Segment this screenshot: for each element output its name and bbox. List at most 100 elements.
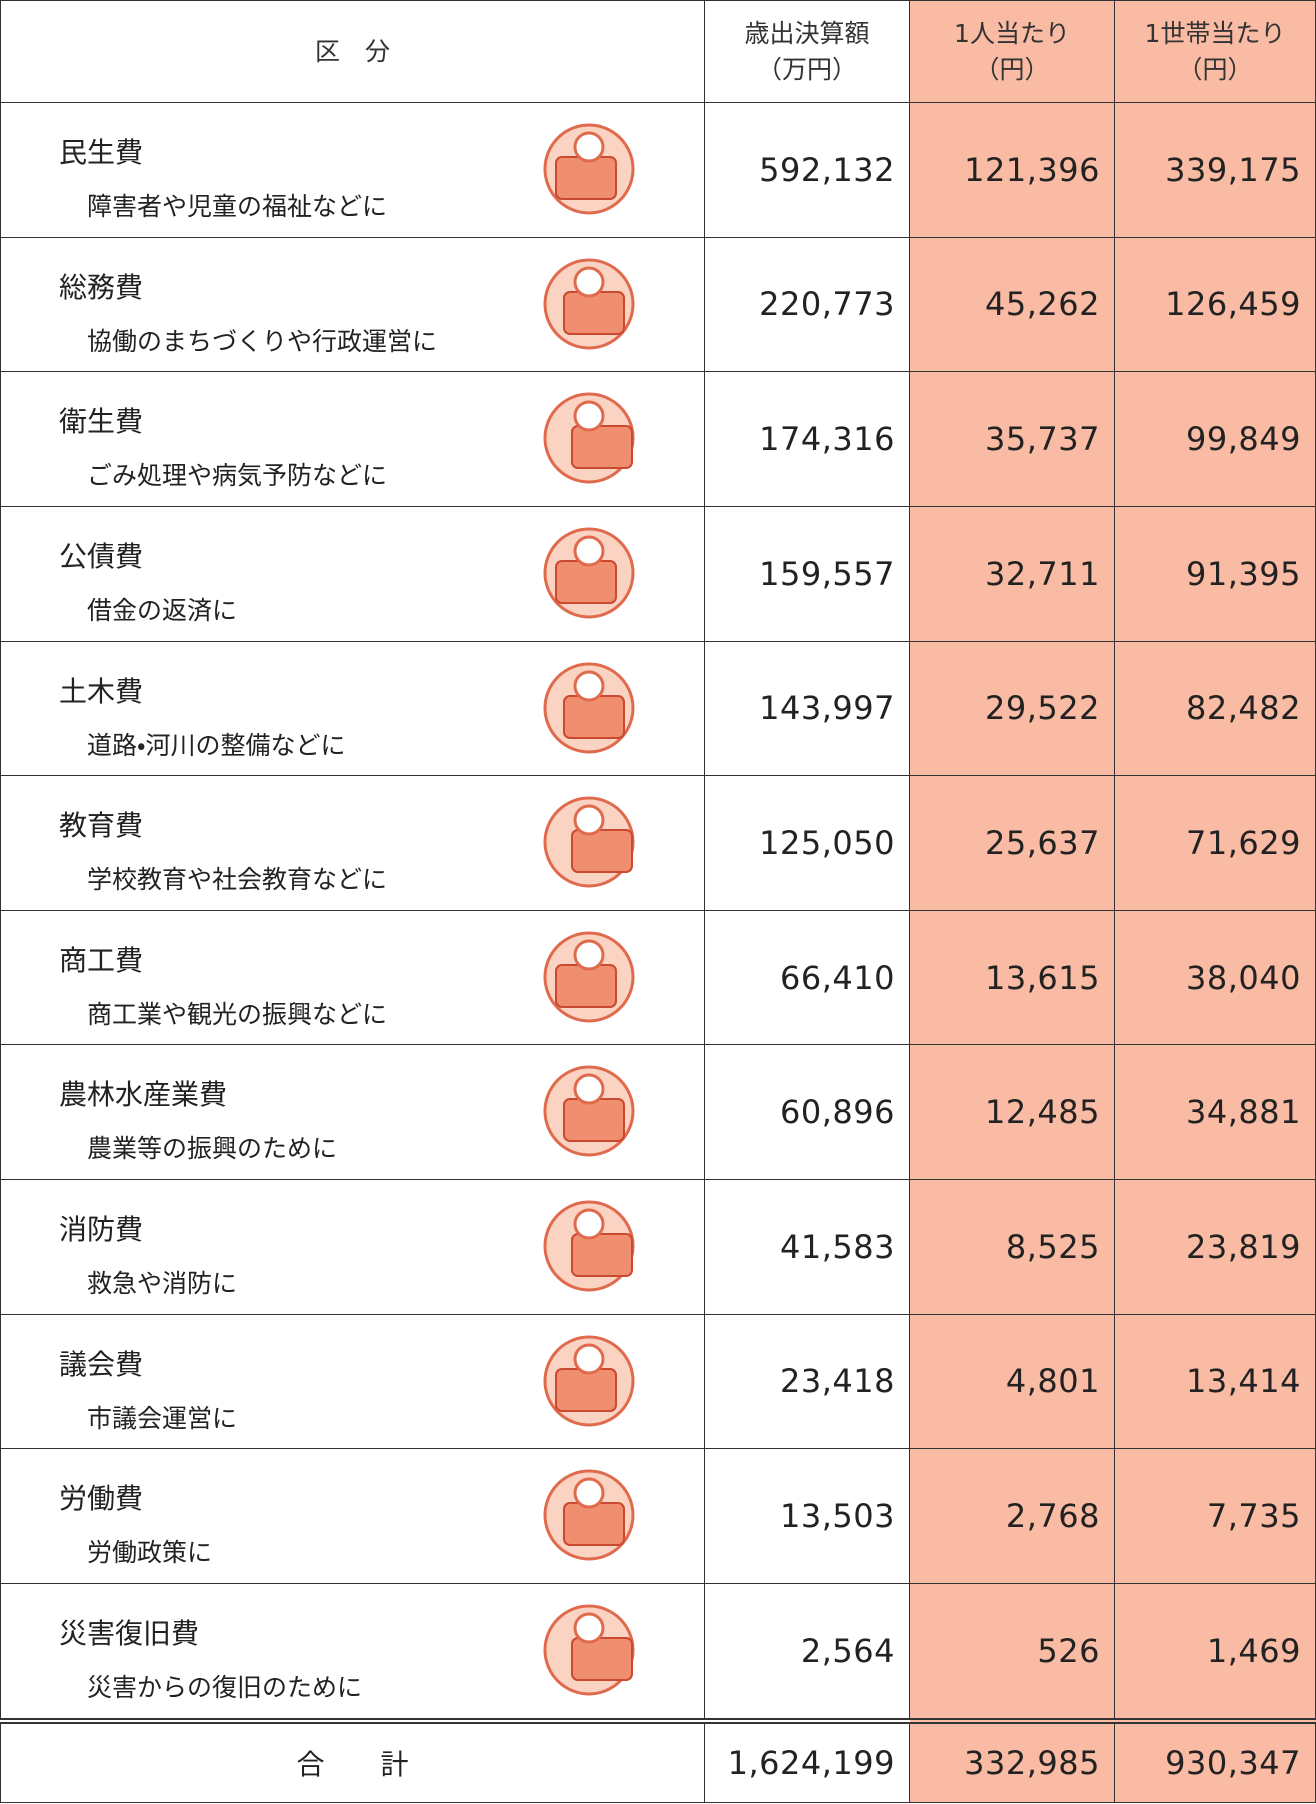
per-household: 91,395 <box>1115 506 1316 641</box>
page-body: {"table": { "header": {"category": "区 分"… <box>0 0 1316 1804</box>
illustration-shape <box>572 1234 632 1276</box>
category-name: 公債費 <box>59 535 143 575</box>
per-person: 29,522 <box>910 641 1115 776</box>
per-person: 12,485 <box>910 1045 1115 1180</box>
illustration-shape <box>575 1345 603 1373</box>
illustration-shape <box>556 965 616 1007</box>
category-description: 借金の返済に <box>87 591 237 627</box>
per-household: 1,469 <box>1115 1583 1316 1720</box>
category-description: 救急や消防に <box>87 1264 237 1300</box>
illustration-shape <box>572 1638 632 1680</box>
category-description: 労働政策に <box>87 1533 212 1569</box>
category-cell: 商工費商工業や観光の振興などに <box>1 910 705 1045</box>
per-household: 34,881 <box>1115 1045 1316 1180</box>
category-cell: 土木費道路・河川の整備などに <box>1 641 705 776</box>
illustration-shape <box>575 672 603 700</box>
total-amount: 143,997 <box>705 641 910 776</box>
expenditure-table: 区 分 歳出決算額（万円） 1人当たり（円） 1世帯当たり（円） 民生費障害者や… <box>0 0 1316 1803</box>
total-amount: 125,050 <box>705 776 910 911</box>
category-name: 労働費 <box>59 1477 143 1517</box>
total-amount: 159,557 <box>705 506 910 641</box>
category-description: 道路・河川の整備などに <box>87 726 346 762</box>
category-cell: 消防費救急や消防に <box>1 1180 705 1315</box>
total-amount: 2,564 <box>705 1583 910 1720</box>
per-household: 99,849 <box>1115 372 1316 507</box>
per-household: 71,629 <box>1115 776 1316 911</box>
per-household: 82,482 <box>1115 641 1316 776</box>
category-cell: 労働費労働政策に <box>1 1449 705 1584</box>
per-household: 126,459 <box>1115 237 1316 372</box>
illustration-shape <box>575 537 603 565</box>
illustration <box>504 252 674 357</box>
illustration <box>504 386 674 491</box>
total-amount: 23,418 <box>705 1314 910 1449</box>
per-person: 4,801 <box>910 1314 1115 1449</box>
category-name: 教育費 <box>59 804 143 844</box>
total-amount: 592,132 <box>705 103 910 238</box>
illustration-shape <box>575 1479 603 1507</box>
header-unit: （円） <box>974 55 1049 84</box>
total-per-person: 332,985 <box>910 1721 1115 1803</box>
category-cell: 教育費学校教育や社会教育などに <box>1 776 705 911</box>
per-person: 32,711 <box>910 506 1115 641</box>
header-cell: 1世帯当たり（円） <box>1115 1 1316 103</box>
category-name: 消防費 <box>59 1208 143 1248</box>
illustration-shape <box>575 806 603 834</box>
category-description: 市議会運営に <box>87 1399 237 1435</box>
header-text: 1人当たり <box>954 19 1070 48</box>
total-amount: 41,583 <box>705 1180 910 1315</box>
illustration-shape <box>575 133 603 161</box>
category-name: 総務費 <box>59 266 143 306</box>
total-amount: 13,503 <box>705 1449 910 1584</box>
total-amount: 220,773 <box>705 237 910 372</box>
illustration-shape <box>575 1614 603 1642</box>
category-cell: 総務費協働のまちづくりや行政運営に <box>1 237 705 372</box>
illustration <box>504 1194 674 1299</box>
category-name: 商工費 <box>59 939 143 979</box>
illustration-shape <box>572 830 632 872</box>
per-household: 7,735 <box>1115 1449 1316 1584</box>
illustration-shape <box>572 426 632 468</box>
category-cell: 衛生費ごみ処理や病気予防などに <box>1 372 705 507</box>
header-cell: 歳出決算額 （万円） <box>705 1 910 103</box>
category-cell: 農林水産業費農業等の振興のために <box>1 1045 705 1180</box>
per-person: 121,396 <box>910 103 1115 238</box>
category-description: 商工業や観光の振興などに <box>87 995 387 1031</box>
per-household: 38,040 <box>1115 910 1316 1045</box>
illustration-shape <box>575 941 603 969</box>
total-per-household: 930,347 <box>1115 1721 1316 1803</box>
category-description: 災害からの復旧のために <box>87 1668 362 1704</box>
category-description: 障害者や児童の福祉などに <box>87 187 387 223</box>
illustration-shape <box>564 1503 624 1545</box>
illustration-shape <box>564 1099 624 1141</box>
per-person: 526 <box>910 1583 1115 1720</box>
header-text: 1世帯当たり <box>1145 19 1286 48</box>
header-text: 歳出決算額 <box>744 19 869 48</box>
per-person: 25,637 <box>910 776 1115 911</box>
per-household: 13,414 <box>1115 1314 1316 1449</box>
illustration <box>504 925 674 1030</box>
header-unit: （万円） <box>757 55 857 84</box>
illustration-shape <box>575 268 603 296</box>
category-name: 農林水産業費 <box>59 1073 227 1113</box>
total-amount: 1,624,199 <box>705 1721 910 1803</box>
illustration-shape <box>575 1210 603 1238</box>
illustration-shape <box>575 402 603 430</box>
category-cell: 議会費市議会運営に <box>1 1314 705 1449</box>
category-cell: 公債費借金の返済に <box>1 506 705 641</box>
total-amount: 174,316 <box>705 372 910 507</box>
category-name: 衛生費 <box>59 400 143 440</box>
category-description: 協働のまちづくりや行政運営に <box>87 322 437 358</box>
category-description: 学校教育や社会教育などに <box>87 860 387 896</box>
